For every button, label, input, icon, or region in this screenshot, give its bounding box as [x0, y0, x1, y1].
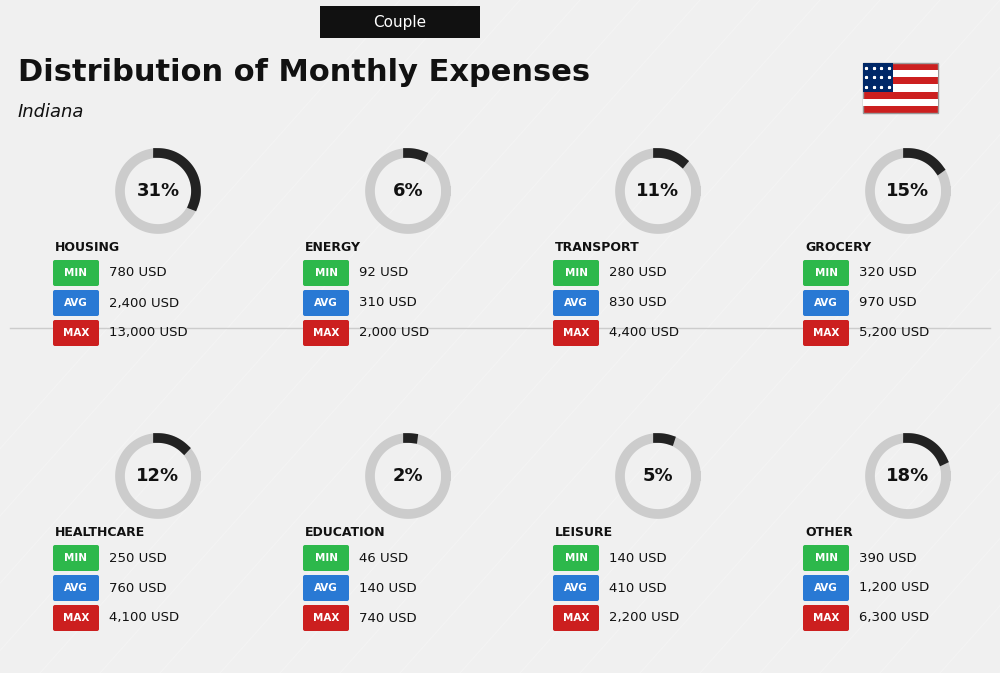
- FancyBboxPatch shape: [862, 99, 938, 106]
- FancyBboxPatch shape: [862, 63, 893, 92]
- Text: 2%: 2%: [393, 467, 423, 485]
- Text: 4,400 USD: 4,400 USD: [609, 326, 679, 339]
- Text: 92 USD: 92 USD: [359, 267, 408, 279]
- Text: 830 USD: 830 USD: [609, 297, 667, 310]
- Text: HOUSING: HOUSING: [55, 241, 120, 254]
- Text: AVG: AVG: [564, 298, 588, 308]
- FancyBboxPatch shape: [803, 605, 849, 631]
- FancyBboxPatch shape: [803, 290, 849, 316]
- Text: MIN: MIN: [564, 553, 588, 563]
- Text: 18%: 18%: [886, 467, 930, 485]
- Text: 11%: 11%: [636, 182, 680, 200]
- FancyBboxPatch shape: [53, 290, 99, 316]
- FancyBboxPatch shape: [803, 545, 849, 571]
- Text: MIN: MIN: [564, 268, 588, 278]
- FancyBboxPatch shape: [320, 6, 480, 38]
- FancyBboxPatch shape: [553, 260, 599, 286]
- Text: MAX: MAX: [563, 328, 589, 338]
- Text: 1,200 USD: 1,200 USD: [859, 581, 929, 594]
- FancyBboxPatch shape: [303, 545, 349, 571]
- Text: 390 USD: 390 USD: [859, 551, 917, 565]
- Text: Indiana: Indiana: [18, 103, 84, 121]
- FancyBboxPatch shape: [53, 320, 99, 346]
- Text: 6,300 USD: 6,300 USD: [859, 612, 929, 625]
- Text: 140 USD: 140 USD: [359, 581, 417, 594]
- FancyBboxPatch shape: [553, 545, 599, 571]
- Text: Distribution of Monthly Expenses: Distribution of Monthly Expenses: [18, 58, 590, 87]
- Text: MIN: MIN: [64, 553, 88, 563]
- Text: 5,200 USD: 5,200 USD: [859, 326, 929, 339]
- Text: 740 USD: 740 USD: [359, 612, 417, 625]
- Text: 310 USD: 310 USD: [359, 297, 417, 310]
- FancyBboxPatch shape: [862, 84, 938, 92]
- Text: 780 USD: 780 USD: [109, 267, 167, 279]
- Text: MIN: MIN: [314, 553, 338, 563]
- Text: MIN: MIN: [64, 268, 88, 278]
- Text: 13,000 USD: 13,000 USD: [109, 326, 188, 339]
- Text: 320 USD: 320 USD: [859, 267, 917, 279]
- Text: MIN: MIN: [814, 553, 838, 563]
- FancyBboxPatch shape: [303, 320, 349, 346]
- FancyBboxPatch shape: [553, 320, 599, 346]
- Text: MAX: MAX: [813, 613, 839, 623]
- Text: MAX: MAX: [563, 613, 589, 623]
- Text: GROCERY: GROCERY: [805, 241, 871, 254]
- FancyBboxPatch shape: [303, 290, 349, 316]
- FancyBboxPatch shape: [553, 290, 599, 316]
- FancyBboxPatch shape: [53, 260, 99, 286]
- FancyBboxPatch shape: [53, 575, 99, 601]
- Text: 6%: 6%: [393, 182, 423, 200]
- FancyBboxPatch shape: [53, 545, 99, 571]
- Text: MIN: MIN: [814, 268, 838, 278]
- FancyBboxPatch shape: [553, 575, 599, 601]
- Text: AVG: AVG: [314, 583, 338, 593]
- FancyBboxPatch shape: [553, 605, 599, 631]
- Text: 250 USD: 250 USD: [109, 551, 167, 565]
- Text: AVG: AVG: [314, 298, 338, 308]
- FancyBboxPatch shape: [803, 260, 849, 286]
- Text: 46 USD: 46 USD: [359, 551, 408, 565]
- Text: AVG: AVG: [64, 583, 88, 593]
- Text: 970 USD: 970 USD: [859, 297, 917, 310]
- Text: 760 USD: 760 USD: [109, 581, 167, 594]
- Text: OTHER: OTHER: [805, 526, 853, 539]
- Text: LEISURE: LEISURE: [555, 526, 613, 539]
- Text: MIN: MIN: [314, 268, 338, 278]
- Text: 2,200 USD: 2,200 USD: [609, 612, 679, 625]
- Text: MAX: MAX: [63, 613, 89, 623]
- Text: 4,100 USD: 4,100 USD: [109, 612, 179, 625]
- Text: 280 USD: 280 USD: [609, 267, 667, 279]
- FancyBboxPatch shape: [53, 605, 99, 631]
- Text: 15%: 15%: [886, 182, 930, 200]
- FancyBboxPatch shape: [803, 575, 849, 601]
- Text: AVG: AVG: [64, 298, 88, 308]
- Text: 12%: 12%: [136, 467, 180, 485]
- Text: HEALTHCARE: HEALTHCARE: [55, 526, 145, 539]
- Text: 2,000 USD: 2,000 USD: [359, 326, 429, 339]
- Text: MAX: MAX: [313, 328, 339, 338]
- FancyBboxPatch shape: [862, 70, 938, 77]
- Text: ENERGY: ENERGY: [305, 241, 361, 254]
- Text: EDUCATION: EDUCATION: [305, 526, 386, 539]
- FancyBboxPatch shape: [303, 605, 349, 631]
- Text: AVG: AVG: [814, 583, 838, 593]
- FancyBboxPatch shape: [862, 63, 938, 113]
- Text: 140 USD: 140 USD: [609, 551, 667, 565]
- FancyBboxPatch shape: [303, 575, 349, 601]
- Text: MAX: MAX: [313, 613, 339, 623]
- Text: 5%: 5%: [643, 467, 673, 485]
- FancyBboxPatch shape: [803, 320, 849, 346]
- Text: AVG: AVG: [814, 298, 838, 308]
- Text: 410 USD: 410 USD: [609, 581, 667, 594]
- Text: MAX: MAX: [63, 328, 89, 338]
- FancyBboxPatch shape: [303, 260, 349, 286]
- Text: MAX: MAX: [813, 328, 839, 338]
- Text: 2,400 USD: 2,400 USD: [109, 297, 179, 310]
- Text: TRANSPORT: TRANSPORT: [555, 241, 640, 254]
- Text: AVG: AVG: [564, 583, 588, 593]
- Text: Couple: Couple: [373, 15, 427, 30]
- Text: 31%: 31%: [136, 182, 180, 200]
